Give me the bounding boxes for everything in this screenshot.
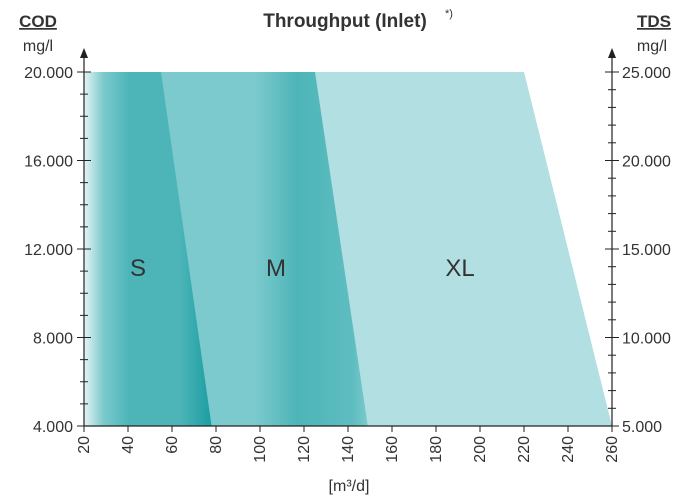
x-tick-label: 140 (340, 436, 357, 463)
x-tick-label: 100 (252, 436, 269, 463)
left-tick-label: 16.000 (24, 154, 73, 171)
x-tick-label: 260 (604, 436, 621, 463)
right-axis-unit: mg/l (637, 38, 667, 55)
x-tick-label: 120 (296, 436, 313, 463)
left-axis-label: COD (19, 12, 57, 31)
x-tick-label: 80 (208, 436, 225, 454)
right-tick-label: 25.000 (622, 65, 671, 82)
chart-title: Throughput (Inlet) (263, 11, 427, 32)
right-axis-arrow (608, 48, 616, 58)
right-axis-label: TDS (637, 12, 671, 31)
x-axis-label: [m³/d] (329, 478, 370, 495)
x-tick-label: 220 (516, 436, 533, 463)
right-tick-label: 5.000 (622, 419, 662, 436)
x-tick-label: 20 (76, 436, 93, 454)
x-tick-label: 180 (428, 436, 445, 463)
left-tick-label: 12.000 (24, 242, 73, 259)
right-tick-label: 15.000 (622, 242, 671, 259)
ticks: 4.000 8.000 12.000 16.000 20.000 5.000 10.000 1… (24, 65, 671, 463)
x-tick-label: 200 (472, 436, 489, 463)
x-tick-label: 60 (164, 436, 181, 454)
area-s (84, 72, 212, 426)
left-axis-unit: mg/l (23, 38, 53, 55)
left-axis-arrow (80, 48, 88, 58)
area-label-m: M (266, 255, 286, 282)
left-tick-label: 20.000 (24, 65, 73, 82)
x-tick-label: 160 (384, 436, 401, 463)
left-tick-label: 4.000 (33, 419, 73, 436)
right-tick-label: 10.000 (622, 331, 671, 348)
chart-title-note: *) (445, 8, 453, 20)
areas (84, 72, 612, 426)
x-tick-label: 240 (560, 436, 577, 463)
left-tick-label: 8.000 (33, 331, 73, 348)
area-label-xl: XL (445, 255, 474, 282)
right-tick-label: 20.000 (622, 154, 671, 171)
area-label-s: S (130, 255, 146, 282)
x-tick-label: 40 (120, 436, 137, 454)
